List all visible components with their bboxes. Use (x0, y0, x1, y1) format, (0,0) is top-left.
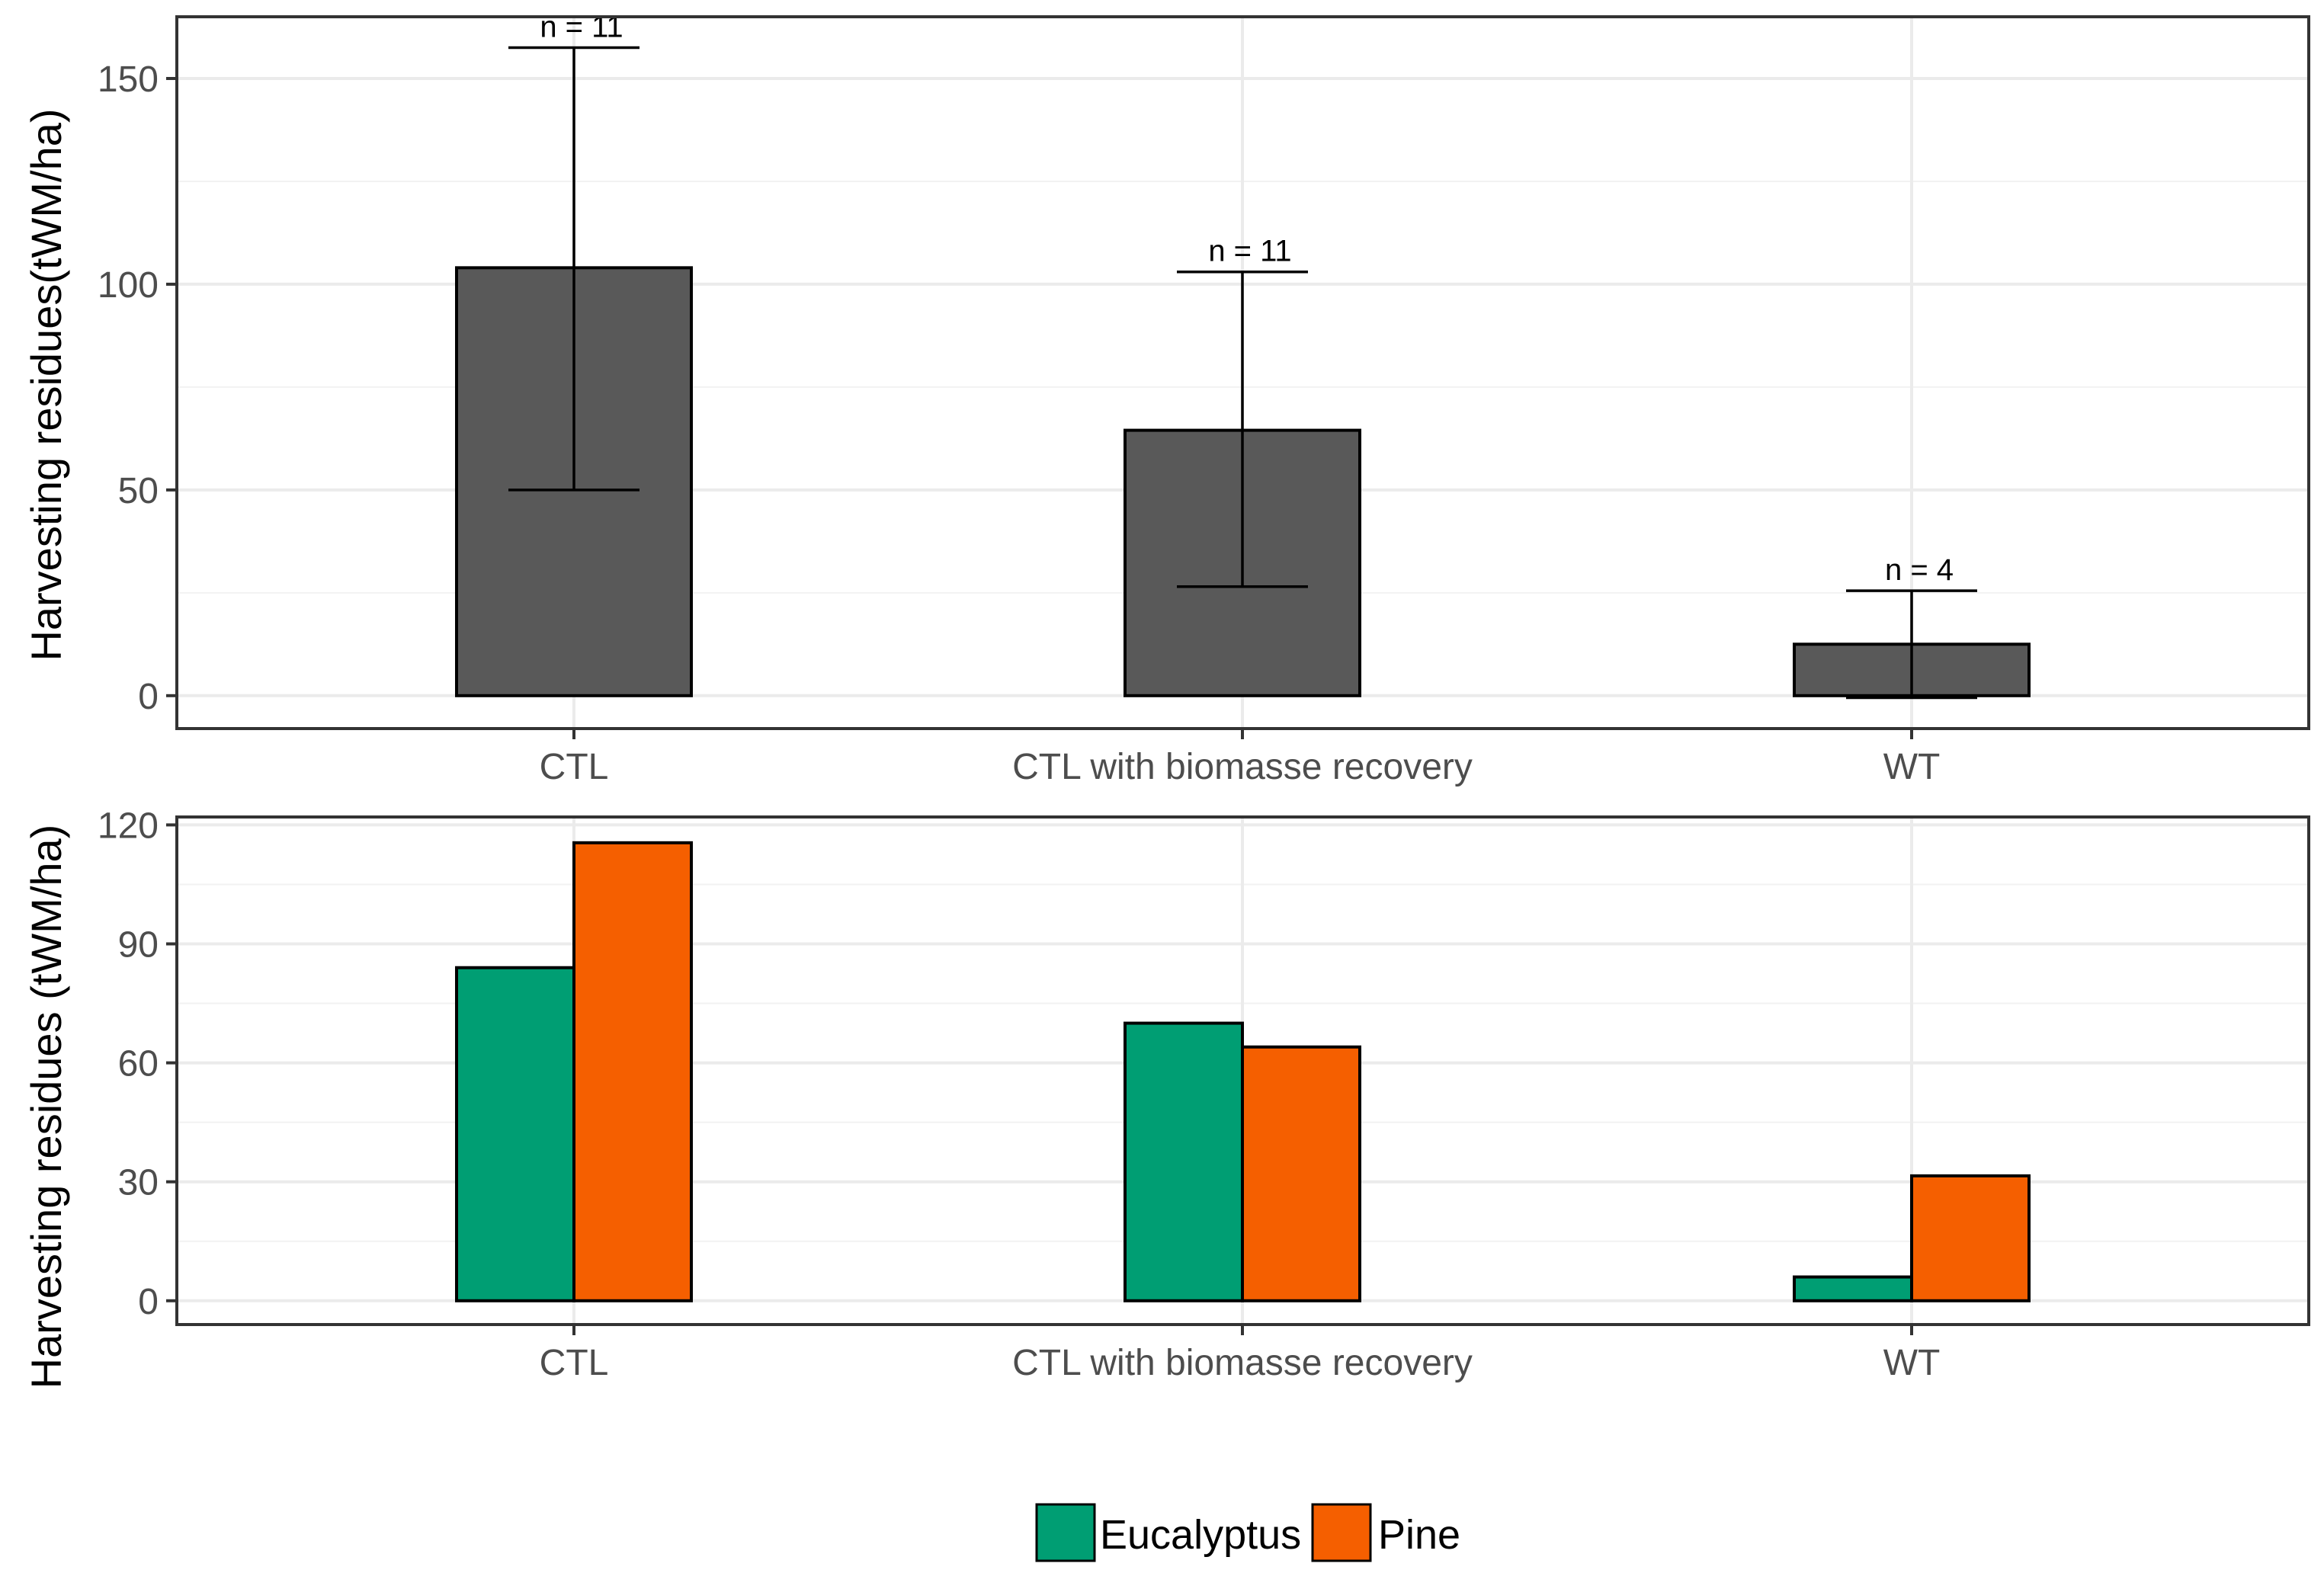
legend-key-pine (1311, 1503, 1372, 1562)
bottom-x-tick-label: WT (1883, 1343, 1941, 1383)
legend-key-eucalyptus (1035, 1503, 1096, 1562)
bottom-y-tick-label: 60 (118, 1044, 159, 1084)
bottom-y-tick-label: 120 (98, 806, 159, 846)
bottom-y-tick-label: 90 (118, 925, 159, 966)
bottom-panel: 0 30 60 90 120 CTL CTL with biomasse recovery W… (98, 806, 2310, 1383)
bottom-y-tick-label: 0 (138, 1282, 159, 1322)
top-y-tick-label: 150 (98, 59, 159, 100)
bottom-bar-pine-2 (1910, 1174, 2031, 1302)
bottom-bar-eucalyptus-2 (1793, 1275, 1913, 1302)
bottom-bar-pine-0 (572, 841, 693, 1302)
top-x-tick-label: WT (1883, 747, 1941, 787)
top-n-label-1: n = 11 (1208, 235, 1291, 268)
top-y-axis-label: Harvesting residues(tWM/ha) (22, 108, 70, 661)
top-n-label-2: n = 4 (1885, 553, 1954, 587)
bottom-x-tick-label: CTL (540, 1343, 609, 1383)
top-y-tick-label: 100 (98, 265, 159, 306)
legend: Eucalyptus Pine (1035, 1503, 1460, 1562)
bottom-bar-eucalyptus-0 (455, 966, 575, 1302)
top-y-tick-label: 50 (118, 471, 159, 511)
top-y-tick-label: 0 (138, 677, 159, 717)
top-x-tick-label: CTL with biomasse recovery (1012, 747, 1473, 787)
bottom-y-axis-label: Harvesting residues (tWM/ha) (22, 825, 70, 1389)
legend-label-pine: Pine (1378, 1512, 1460, 1558)
bottom-bar-pine-1 (1241, 1045, 1361, 1302)
bottom-bar-eucalyptus-1 (1124, 1021, 1244, 1302)
legend-label-eucalyptus: Eucalyptus (1100, 1512, 1301, 1558)
bottom-x-tick-label: CTL with biomasse recovery (1012, 1343, 1473, 1383)
top-x-tick-label: CTL (540, 747, 609, 787)
bottom-y-tick-label: 30 (118, 1163, 159, 1203)
